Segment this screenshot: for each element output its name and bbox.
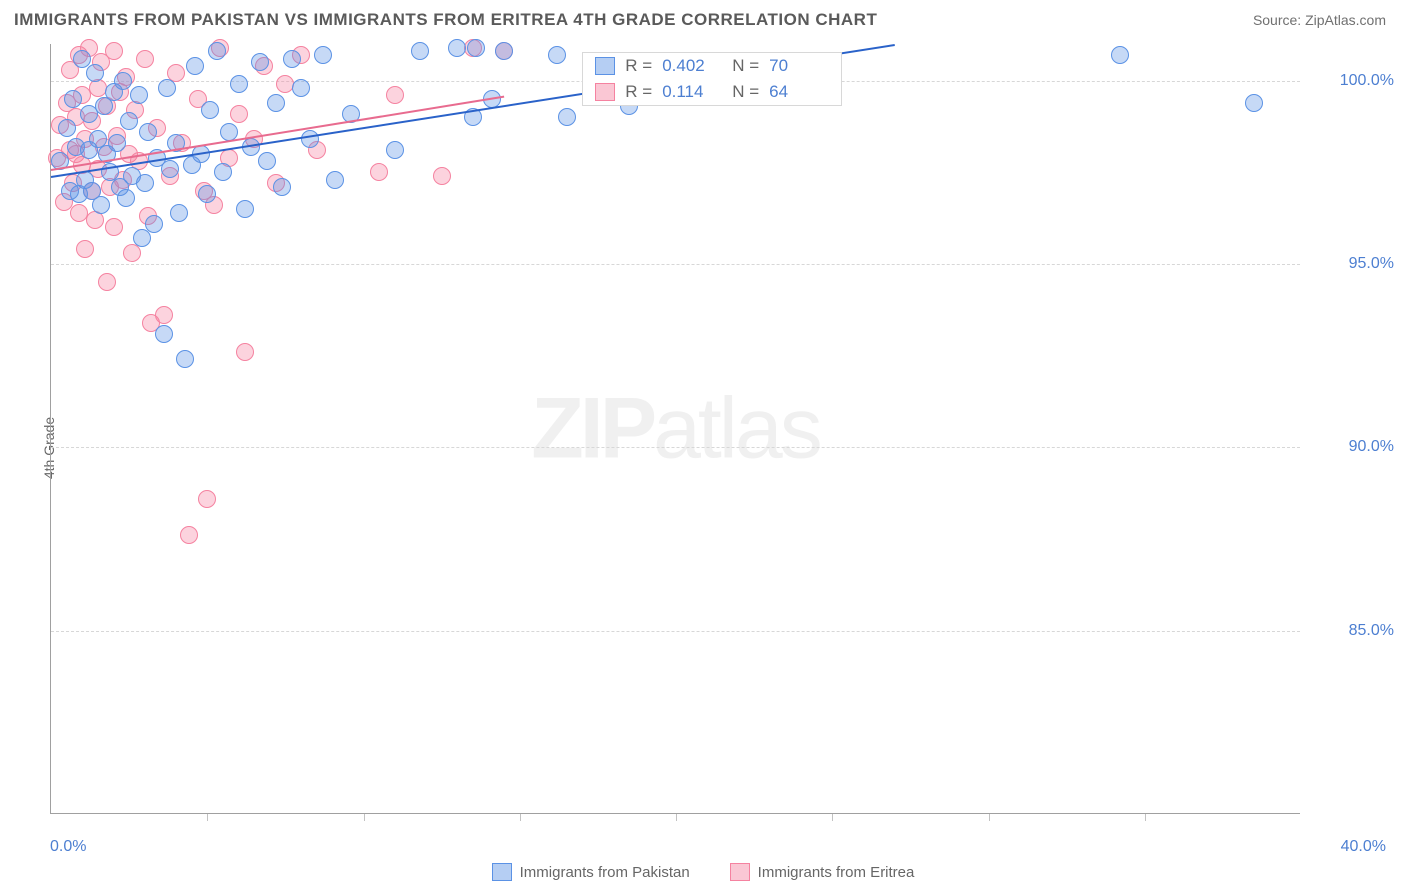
legend-item-pakistan: Immigrants from Pakistan: [492, 863, 690, 881]
scatter-point: [105, 218, 123, 236]
y-tick-label: 90.0%: [1349, 438, 1394, 456]
watermark-zip: ZIP: [531, 380, 653, 476]
chart-container: 4th Grade ZIPatlas R =0.402N =70R =0.114…: [0, 44, 1406, 852]
chart-title: IMMIGRANTS FROM PAKISTAN VS IMMIGRANTS F…: [14, 10, 877, 30]
scatter-point: [108, 134, 126, 152]
scatter-point: [180, 526, 198, 544]
r-label: R =: [625, 56, 652, 76]
correlation-swatch: [595, 83, 615, 101]
scatter-point: [467, 39, 485, 57]
scatter-point: [326, 171, 344, 189]
gridline-h: [51, 264, 1300, 265]
scatter-point: [208, 42, 226, 60]
y-tick-label: 100.0%: [1340, 72, 1394, 90]
r-value: 0.402: [662, 56, 722, 76]
n-value: 64: [769, 82, 829, 102]
x-tick-mark: [832, 814, 833, 821]
scatter-point: [155, 325, 173, 343]
chart-header: IMMIGRANTS FROM PAKISTAN VS IMMIGRANTS F…: [0, 0, 1406, 40]
x-tick-mark: [989, 814, 990, 821]
scatter-point: [370, 163, 388, 181]
scatter-point: [158, 79, 176, 97]
scatter-point: [251, 53, 269, 71]
scatter-point: [120, 112, 138, 130]
scatter-point: [1111, 46, 1129, 64]
scatter-point: [73, 50, 91, 68]
legend-swatch-pink: [730, 863, 750, 881]
scatter-point: [64, 90, 82, 108]
scatter-point: [214, 163, 232, 181]
scatter-point: [176, 350, 194, 368]
scatter-point: [133, 229, 151, 247]
scatter-point: [236, 200, 254, 218]
scatter-point: [58, 119, 76, 137]
scatter-point: [292, 79, 310, 97]
scatter-point: [558, 108, 576, 126]
x-tick-mark: [207, 814, 208, 821]
scatter-point: [76, 240, 94, 258]
r-value: 0.114: [662, 82, 722, 102]
scatter-point: [98, 273, 116, 291]
scatter-point: [230, 105, 248, 123]
scatter-point: [186, 57, 204, 75]
scatter-point: [273, 178, 291, 196]
r-label: R =: [625, 82, 652, 102]
plot-area: ZIPatlas R = 0.402 N = 70 R = 0.114 N = 64: [50, 44, 1300, 814]
legend-label-pakistan: Immigrants from Pakistan: [520, 864, 690, 881]
n-value: 70: [769, 56, 829, 76]
scatter-point: [258, 152, 276, 170]
scatter-point: [130, 86, 148, 104]
source-label: Source: ZipAtlas.com: [1253, 12, 1386, 28]
bottom-legend: Immigrants from Pakistan Immigrants from…: [0, 852, 1406, 892]
scatter-point: [145, 215, 163, 233]
x-tick-mark: [520, 814, 521, 821]
scatter-point: [301, 130, 319, 148]
scatter-point: [139, 123, 157, 141]
scatter-point: [92, 196, 110, 214]
correlation-swatch: [595, 57, 615, 75]
scatter-point: [201, 101, 219, 119]
scatter-point: [433, 167, 451, 185]
x-tick-mark: [364, 814, 365, 821]
scatter-point: [411, 42, 429, 60]
n-label: N =: [732, 56, 759, 76]
scatter-point: [386, 86, 404, 104]
scatter-point: [105, 42, 123, 60]
scatter-point: [136, 174, 154, 192]
scatter-point: [161, 160, 179, 178]
correlation-box: R = 0.402 N = 70 R = 0.114 N = 64: [582, 52, 842, 106]
correlation-row: R = 0.114 N = 64: [583, 79, 841, 105]
scatter-point: [230, 75, 248, 93]
scatter-point: [386, 141, 404, 159]
y-tick-label: 95.0%: [1349, 255, 1394, 273]
scatter-point: [448, 39, 466, 57]
scatter-point: [198, 490, 216, 508]
gridline-h: [51, 447, 1300, 448]
correlation-row: R = 0.402 N = 70: [583, 53, 841, 79]
scatter-point: [114, 72, 132, 90]
scatter-point: [170, 204, 188, 222]
scatter-point: [314, 46, 332, 64]
legend-item-eritrea: Immigrants from Eritrea: [730, 863, 915, 881]
scatter-point: [1245, 94, 1263, 112]
watermark-atlas: atlas: [653, 380, 820, 476]
n-label: N =: [732, 82, 759, 102]
scatter-point: [267, 94, 285, 112]
scatter-point: [495, 42, 513, 60]
scatter-point: [283, 50, 301, 68]
x-tick-mark: [676, 814, 677, 821]
gridline-h: [51, 631, 1300, 632]
scatter-point: [155, 306, 173, 324]
scatter-point: [236, 343, 254, 361]
y-tick-label: 85.0%: [1349, 622, 1394, 640]
scatter-point: [86, 64, 104, 82]
x-tick-mark: [1145, 814, 1146, 821]
scatter-point: [136, 50, 154, 68]
scatter-point: [548, 46, 566, 64]
scatter-point: [117, 189, 135, 207]
legend-label-eritrea: Immigrants from Eritrea: [758, 864, 915, 881]
legend-swatch-blue: [492, 863, 512, 881]
scatter-point: [198, 185, 216, 203]
watermark: ZIPatlas: [531, 379, 819, 478]
